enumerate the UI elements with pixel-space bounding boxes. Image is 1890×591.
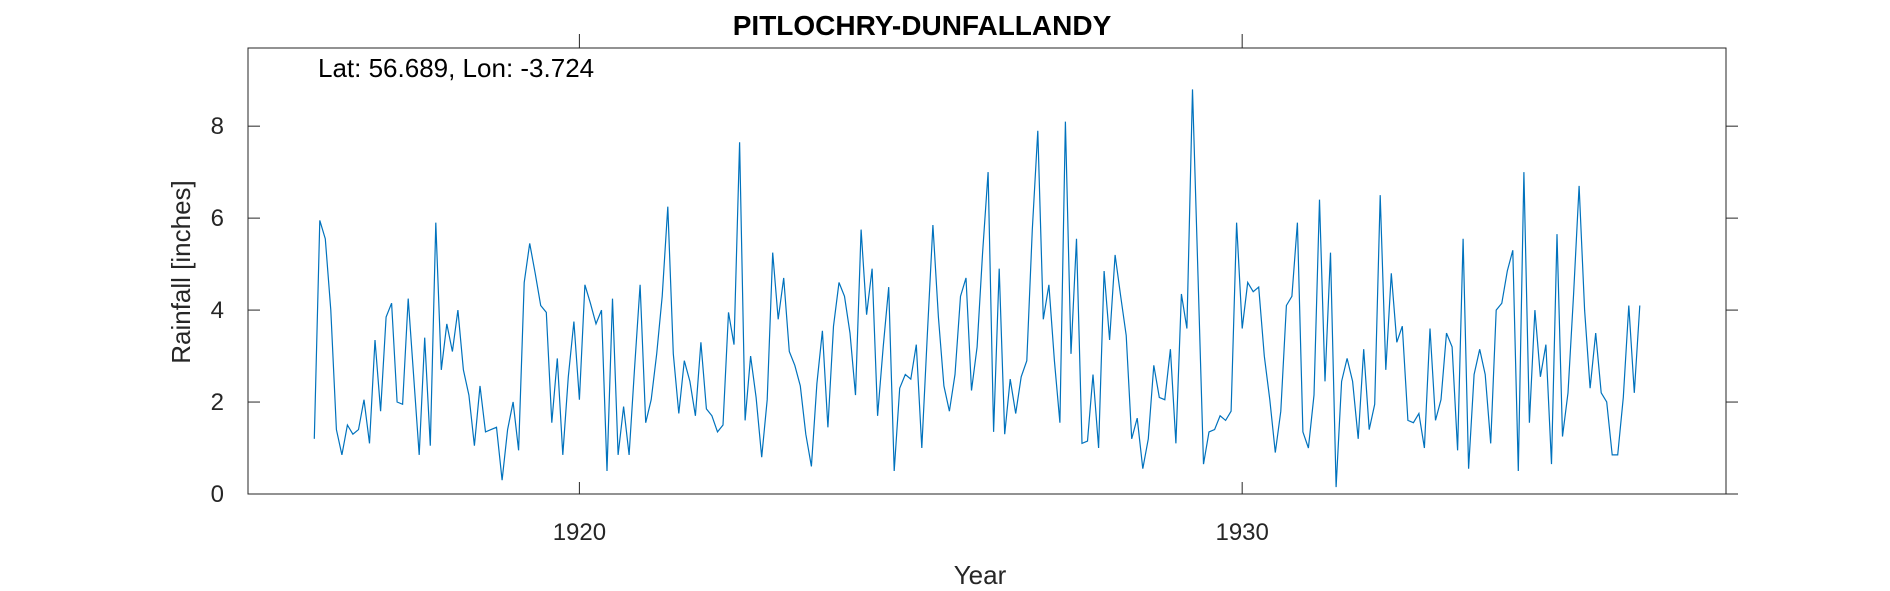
y-tick-label: 6: [211, 205, 224, 232]
x-axis-label: Year: [954, 560, 1007, 590]
location-annotation: Lat: 56.689, Lon: -3.724: [318, 53, 594, 83]
x-tick-label: 1930: [1215, 519, 1268, 546]
y-tick-label: 2: [211, 389, 224, 416]
axis-ticks: 0 2 4 6 8 1920 1930: [211, 34, 1738, 546]
y-tick-label: 8: [211, 113, 224, 140]
chart-title: PITLOCHRY-DUNFALLANDY: [733, 10, 1112, 41]
plot-area: [247, 47, 1727, 495]
y-axis-label: Rainfall [inches]: [166, 180, 196, 364]
y-tick-label: 4: [211, 297, 224, 324]
rainfall-series-line: [313, 89, 1641, 488]
x-tick-label: 1920: [553, 519, 606, 546]
y-tick-label: 0: [211, 481, 224, 508]
